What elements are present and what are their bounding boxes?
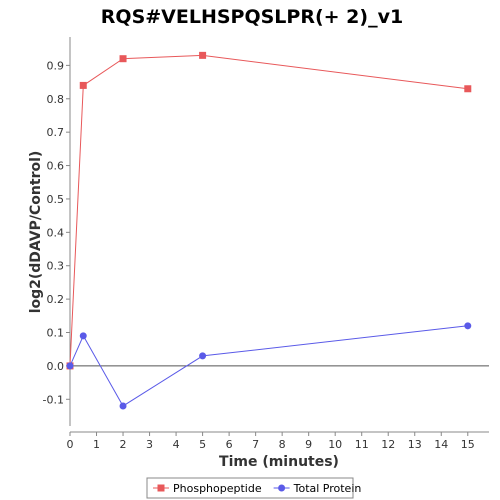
y-tick-label: 0.6 bbox=[47, 160, 65, 173]
x-tick-label: 13 bbox=[408, 438, 422, 451]
y-axis-label: log2(dDAVP/Control) bbox=[28, 151, 44, 314]
data-point-circle bbox=[79, 332, 87, 340]
data-point-square bbox=[199, 51, 207, 59]
x-tick-label: 11 bbox=[355, 438, 369, 451]
x-tick-label: 7 bbox=[252, 438, 259, 451]
y-tick-label: 0.9 bbox=[47, 59, 65, 72]
x-tick-label: 10 bbox=[328, 438, 342, 451]
data-point-square bbox=[119, 55, 127, 63]
y-tick-label: 0.4 bbox=[47, 226, 65, 239]
x-tick-label: 12 bbox=[381, 438, 395, 451]
x-tick-label: 5 bbox=[199, 438, 206, 451]
x-tick-label: 9 bbox=[305, 438, 312, 451]
data-point-square bbox=[464, 85, 472, 93]
data-point-circle bbox=[66, 362, 74, 370]
legend: Phosphopeptide Total Protein bbox=[146, 477, 362, 499]
legend-marker-circle bbox=[278, 484, 286, 492]
data-point-circle bbox=[464, 322, 472, 330]
x-tick-label: 4 bbox=[173, 438, 180, 451]
legend-box bbox=[146, 477, 354, 499]
chart-title: RQS#VELHSPQSLPR(+ 2)_v1 bbox=[101, 6, 403, 28]
x-axis-label: Time (minutes) bbox=[219, 454, 339, 470]
y-tick-label: 0.0 bbox=[47, 360, 65, 373]
x-tick-label: 15 bbox=[461, 438, 475, 451]
data-point-circle bbox=[199, 352, 207, 360]
y-tick-label: 0.3 bbox=[47, 260, 65, 273]
data-point-square bbox=[79, 81, 87, 89]
x-tick-label: 1 bbox=[93, 438, 100, 451]
x-tick-label: 2 bbox=[120, 438, 127, 451]
y-tick-label: 0.8 bbox=[47, 93, 65, 106]
y-tick-label: 0.2 bbox=[47, 293, 65, 306]
x-tick-label: 3 bbox=[146, 438, 153, 451]
y-tick-label: 0.1 bbox=[47, 327, 65, 340]
plot-area: -0.10.00.10.20.30.40.50.60.70.80.90 1 2 3 4 5… bbox=[43, 37, 489, 451]
legend-marker-square bbox=[157, 484, 165, 492]
x-tick-label: 0 bbox=[67, 438, 74, 451]
y-tick-label: 0.7 bbox=[47, 126, 65, 139]
legend-label: Phosphopeptide bbox=[173, 482, 262, 495]
x-tick-label: 14 bbox=[434, 438, 448, 451]
plot-background bbox=[70, 37, 489, 426]
y-tick-label: -0.1 bbox=[43, 393, 64, 406]
y-tick-label: 0.5 bbox=[47, 193, 65, 206]
legend-label: Total Protein bbox=[293, 482, 362, 495]
x-tick-label: 6 bbox=[226, 438, 233, 451]
x-tick-label: 8 bbox=[279, 438, 286, 451]
data-point-circle bbox=[119, 402, 127, 410]
